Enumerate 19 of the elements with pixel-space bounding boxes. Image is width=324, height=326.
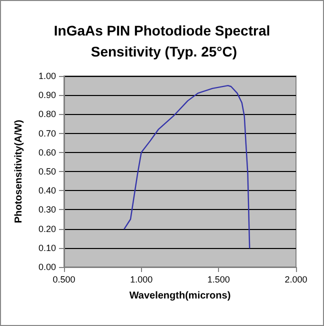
- y-tick-label: 0.00: [38, 262, 56, 272]
- x-tick-label: 1.000: [130, 274, 153, 284]
- x-tick-label: 0.500: [52, 274, 76, 284]
- chart-title: InGaAs PIN Photodiode Spectral Sensitivity (Typ. 25°C): [54, 22, 270, 60]
- y-tick-label: 0.80: [38, 109, 56, 120]
- y-tick-label: 0.10: [38, 242, 56, 253]
- x-tick-label: 2.000: [284, 274, 308, 284]
- y-tick-label: 0.20: [38, 224, 56, 234]
- y-axis-title: Photosensitivity(A/W): [14, 120, 24, 224]
- y-tick-label: 0.50: [38, 166, 56, 176]
- x-tick-label: 1.500: [207, 274, 230, 284]
- y-tick-label: 0.90: [38, 90, 56, 100]
- line-series: [124, 84, 250, 248]
- x-axis-title: Wavelength(microns): [129, 290, 231, 302]
- y-tick-label: 1.00: [38, 71, 56, 81]
- y-tick-label: 0.70: [38, 128, 56, 138]
- y-tick-label: 0.40: [38, 186, 56, 196]
- y-tick-label: 0.60: [38, 147, 56, 158]
- y-tick-label: 0.30: [38, 204, 56, 215]
